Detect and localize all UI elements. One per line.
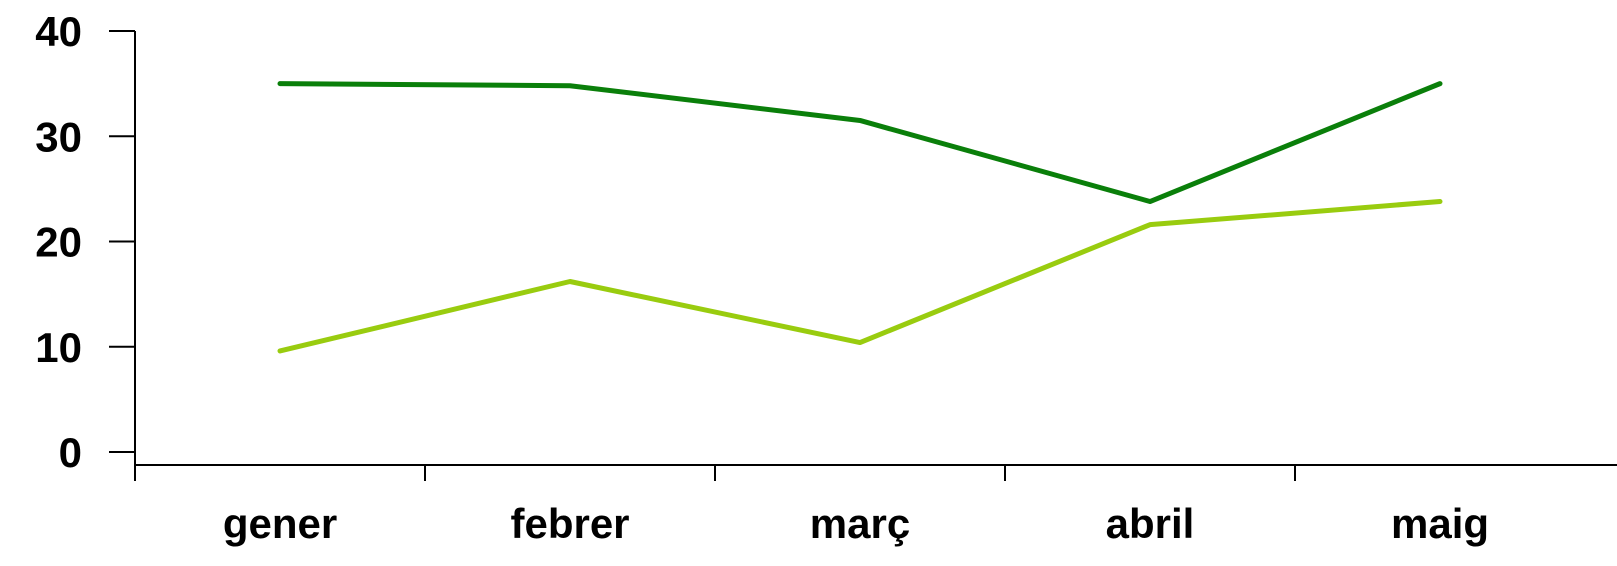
series-line-2 — [277, 199, 1443, 354]
x-tick-label: abril — [1106, 500, 1195, 547]
x-tick-label: febrer — [510, 500, 629, 547]
y-tick-label: 40 — [35, 8, 82, 55]
x-tick-label: gener — [223, 500, 337, 547]
y-tick-label: 30 — [35, 113, 82, 160]
series-line-1 — [277, 81, 1443, 205]
x-axis-ticks: gener febrer març abril maig — [134, 465, 1489, 547]
y-tick-label: 20 — [35, 219, 82, 266]
series-lines — [277, 81, 1443, 354]
y-tick-label: 0 — [59, 429, 82, 476]
y-axis-ticks: 0 10 20 30 40 — [35, 8, 135, 476]
y-tick-label: 10 — [35, 324, 82, 371]
x-tick-label: maig — [1391, 500, 1489, 547]
x-tick-label: març — [810, 500, 910, 547]
